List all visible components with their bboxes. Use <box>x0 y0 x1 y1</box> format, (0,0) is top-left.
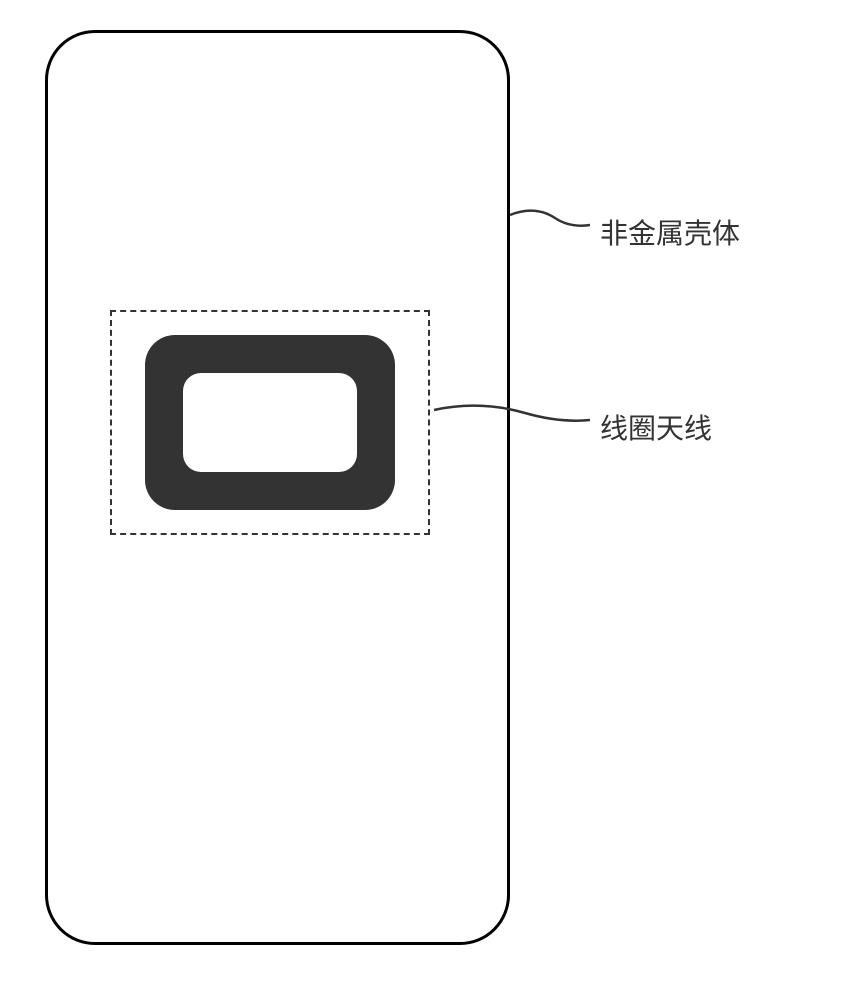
antenna-connector <box>430 395 595 435</box>
coil-antenna-inner <box>183 373 357 472</box>
antenna-label: 线圈天线 <box>600 407 712 447</box>
shell-label: 非金属壳体 <box>600 212 740 252</box>
shell-connector <box>505 200 595 240</box>
